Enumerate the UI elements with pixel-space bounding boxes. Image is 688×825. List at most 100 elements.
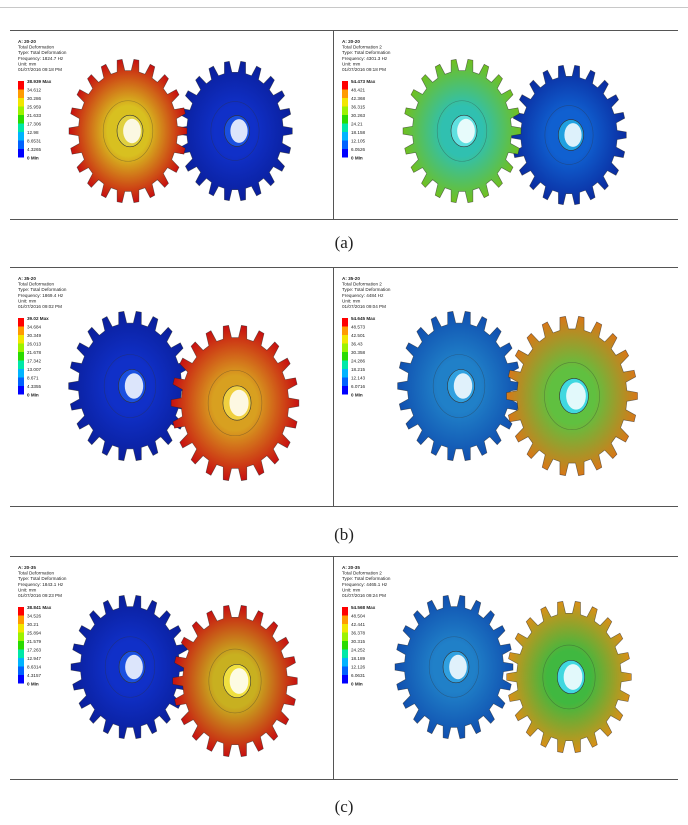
annotation-result: Total Deformation 2 — [342, 571, 382, 576]
legend-swatch — [18, 352, 24, 361]
legend-label: 0 Min — [351, 393, 363, 398]
gear-bore-inner — [449, 655, 467, 679]
annotation-result: Total Deformation 2 — [342, 45, 382, 50]
legend-swatch — [342, 658, 348, 667]
legend-swatch — [342, 124, 348, 133]
legend-swatch — [18, 141, 24, 150]
annotation-date: 01/07/2016 09:02 PM — [18, 304, 62, 309]
legend-swatch — [342, 667, 348, 676]
legend-swatch — [18, 327, 24, 336]
legend-label: 54.473 Max — [351, 79, 376, 84]
annotation-type: Type: Total Deformation — [342, 287, 391, 292]
annotation-title: A: 35-20 — [18, 276, 36, 281]
legend-swatch — [342, 616, 348, 625]
gear-bore-inner — [123, 119, 141, 143]
legend-label: 34.526 — [27, 614, 41, 619]
legend-swatch — [342, 641, 348, 650]
annotation-result: Total Deformation 2 — [342, 282, 382, 287]
legend-swatch — [342, 675, 348, 684]
legend-swatch — [18, 667, 24, 676]
legend-swatch — [18, 624, 24, 633]
legend-swatch — [18, 98, 24, 107]
panel-image: A: 20-20Total Deformation 2Type: Total D… — [334, 31, 678, 219]
legend-label: 8.6531 — [27, 139, 41, 144]
legend-label: 17.306 — [27, 122, 41, 127]
annotation-unit: Unit: mm — [342, 61, 361, 66]
legend-label: 8.6314 — [27, 665, 41, 670]
legend-swatch — [18, 607, 24, 616]
legend-swatch — [342, 327, 348, 336]
annotation-frequency: Frequency: 1824.7 Hz — [18, 56, 64, 61]
annotation-result: Total Deformation — [18, 282, 54, 287]
annotation-type: Type: Total Deformation — [18, 50, 67, 55]
legend-swatch — [18, 641, 24, 650]
legend-swatch — [342, 318, 348, 327]
legend-label: 36.43 — [351, 342, 363, 347]
legend-swatch — [18, 386, 24, 395]
legend-label: 6.0631 — [351, 673, 365, 678]
legend-label: 30.315 — [351, 639, 365, 644]
annotation-type: Type: Total Deformation — [18, 287, 67, 292]
panel-image: A: 20-35Total DeformationType: Total Def… — [10, 557, 333, 779]
legend-label: 6.0716 — [351, 384, 365, 389]
caption: (a) — [0, 233, 688, 253]
annotation-date: 01/07/2016 09:04 PM — [342, 304, 386, 309]
legend-label: 54.568 Max — [351, 605, 376, 610]
annotation-type: Type: Total Deformation — [342, 576, 391, 581]
legend-swatch — [18, 115, 24, 124]
annotation-result: Total Deformation — [18, 45, 54, 50]
legend-swatch — [18, 369, 24, 378]
annotation-title: A: 20-20 — [342, 39, 360, 44]
annotation-date: 01/07/2016 09:18 PM — [342, 67, 386, 72]
gear-bore-inner — [564, 664, 583, 690]
legend-label: 0 Min — [351, 682, 363, 687]
legend-swatch — [342, 115, 348, 124]
annotation-frequency: Frequency: 4301.3 Hz — [342, 56, 388, 61]
legend-label: 0 Min — [27, 156, 39, 161]
annotation-result: Total Deformation — [18, 571, 54, 576]
legend-label: 25.959 — [27, 105, 41, 110]
legend-label: 30.21 — [27, 622, 39, 627]
annotation-unit: Unit: mm — [18, 587, 37, 592]
legend-label: 24.252 — [351, 648, 365, 653]
legend-label: 0 Min — [27, 393, 39, 398]
legend-swatch — [342, 132, 348, 141]
gear-bore-inner — [454, 373, 472, 399]
gear-bore-inner — [457, 119, 475, 143]
legend-label: 18.158 — [351, 130, 365, 135]
legend-label: 12.126 — [351, 665, 365, 670]
annotation-date: 01/07/2016 09:24 PM — [342, 593, 386, 598]
legend-swatch — [342, 607, 348, 616]
gear-bore-inner — [564, 123, 581, 147]
gear-bore-inner — [230, 668, 249, 694]
annotation-title: A: 35-20 — [342, 276, 360, 281]
legend-swatch — [342, 369, 348, 378]
legend-swatch — [342, 624, 348, 633]
legend-swatch — [18, 81, 24, 90]
annotation-type: Type: Total Deformation — [18, 576, 67, 581]
legend-swatch — [342, 98, 348, 107]
annotation-unit: Unit: mm — [342, 587, 361, 592]
legend-label: 34.612 — [27, 88, 41, 93]
legend-swatch — [18, 633, 24, 642]
legend-swatch — [18, 675, 24, 684]
figure-page: A: 20-20Total DeformationType: Total Def… — [0, 0, 688, 825]
legend-label: 26.013 — [27, 342, 41, 347]
legend-swatch — [342, 633, 348, 642]
legend-swatch — [342, 361, 348, 370]
gear-bore-inner — [230, 119, 247, 143]
legend-label: 36.378 — [351, 631, 365, 636]
top-rule — [0, 7, 688, 8]
legend-swatch — [342, 90, 348, 99]
annotation-type: Type: Total Deformation — [342, 50, 391, 55]
legend-swatch — [18, 361, 24, 370]
legend-label: 8.671 — [27, 376, 39, 381]
